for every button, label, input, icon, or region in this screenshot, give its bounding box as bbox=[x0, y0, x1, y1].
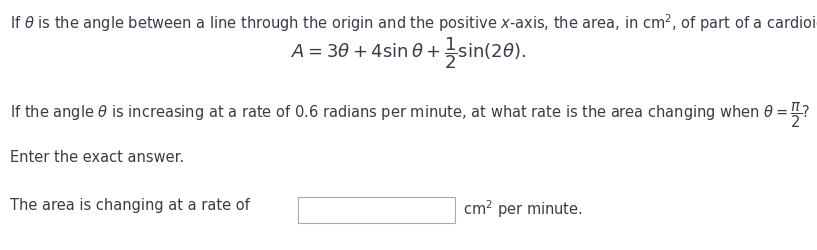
Text: cm$^2$ per minute.: cm$^2$ per minute. bbox=[463, 198, 583, 220]
FancyBboxPatch shape bbox=[298, 197, 455, 223]
Text: $A = 3\theta + 4\sin\theta + \dfrac{1}{2}\sin(2\theta).$: $A = 3\theta + 4\sin\theta + \dfrac{1}{2… bbox=[291, 35, 525, 71]
Text: If $\it{\theta}$ is the angle between a line through the origin and the positive: If $\it{\theta}$ is the angle between a … bbox=[10, 12, 817, 34]
Text: If the angle $\it{\theta}$ is increasing at a rate of $0.6$ radians per minute, : If the angle $\it{\theta}$ is increasing… bbox=[10, 100, 810, 130]
Text: Enter the exact answer.: Enter the exact answer. bbox=[10, 150, 184, 165]
Text: The area is changing at a rate of: The area is changing at a rate of bbox=[10, 198, 250, 213]
